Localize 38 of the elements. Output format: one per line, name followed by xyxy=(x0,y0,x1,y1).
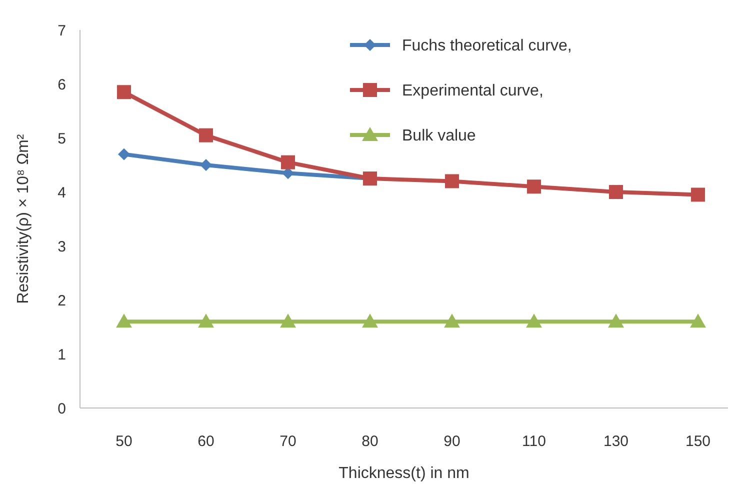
y-axis-title: Resistivity(ρ) × 10⁸ Ωm² xyxy=(15,134,32,304)
point xyxy=(117,85,131,100)
x-tick-label: 80 xyxy=(362,433,378,450)
y-tick-label: 0 xyxy=(58,400,66,418)
y-tick-label: 4 xyxy=(58,184,66,202)
x-tick-label: 50 xyxy=(116,433,132,450)
x-tick-label: 60 xyxy=(198,433,214,450)
point xyxy=(608,314,624,328)
point xyxy=(691,188,705,202)
x-tick-label: 130 xyxy=(603,433,629,450)
point xyxy=(281,155,295,170)
point xyxy=(609,185,623,199)
point xyxy=(118,148,130,160)
point xyxy=(198,314,214,328)
point xyxy=(200,159,212,171)
legend-label: Fuchs theoretical curve, xyxy=(402,38,572,55)
point xyxy=(690,314,706,328)
x-tick-label: 150 xyxy=(685,433,711,450)
x-tick-label: 110 xyxy=(522,433,546,450)
y-tick-label: 6 xyxy=(58,76,66,94)
x-tick-label: 90 xyxy=(444,433,460,450)
y-tick-label: 3 xyxy=(58,238,66,256)
point xyxy=(116,314,132,328)
x-axis-title: Thickness(t) in nm xyxy=(338,465,470,482)
point xyxy=(527,180,541,194)
point xyxy=(526,314,542,328)
y-tick-label: 5 xyxy=(58,130,66,148)
legend-label: Bulk value xyxy=(402,128,476,145)
y-tick-label: 7 xyxy=(58,22,66,40)
point xyxy=(199,128,213,142)
legend-label: Experimental curve, xyxy=(402,82,544,100)
point xyxy=(445,174,459,188)
x-tick-label: 70 xyxy=(280,433,296,450)
point xyxy=(280,314,296,328)
point xyxy=(444,314,460,328)
y-tick-label: 1 xyxy=(58,346,66,364)
y-tick-label: 2 xyxy=(58,292,66,310)
point xyxy=(362,314,378,328)
